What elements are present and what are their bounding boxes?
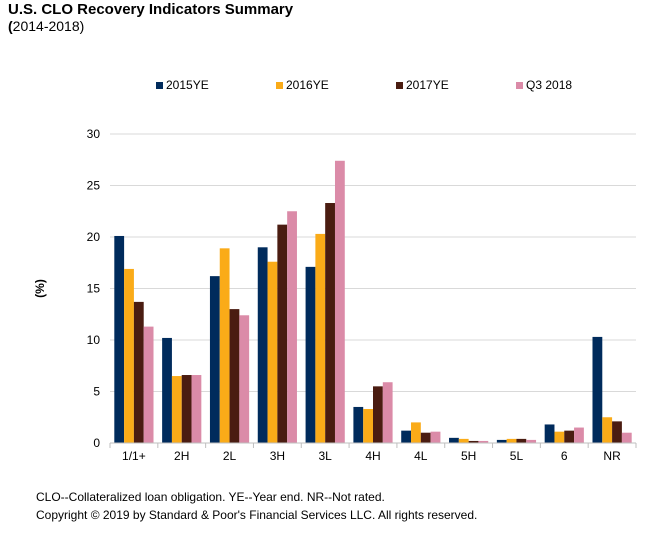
y-tick-label: 0: [93, 436, 100, 450]
subtitle-years: 2014-2018): [12, 18, 85, 34]
bar: [143, 326, 154, 443]
legend-label: 2017YE: [406, 78, 449, 92]
bar: [209, 276, 220, 443]
x-tick-label: 5H: [461, 449, 476, 463]
x-tick-label: 1/1+: [122, 449, 146, 463]
x-tick-label: 2L: [223, 449, 237, 463]
y-tick-label: 30: [87, 127, 101, 141]
bar: [506, 438, 517, 443]
bar: [133, 301, 144, 443]
bar: [574, 427, 584, 443]
legend-item: 2015YE: [156, 78, 276, 92]
bar: [544, 424, 555, 443]
x-tick-label: 3H: [270, 449, 285, 463]
bar: [526, 439, 537, 443]
bar: [478, 440, 489, 443]
x-tick-label: 5L: [510, 449, 524, 463]
y-tick-label: 20: [87, 230, 101, 244]
bar: [612, 421, 622, 443]
bar: [602, 417, 613, 443]
x-tick-label: 3L: [319, 449, 333, 463]
chart-title: U.S. CLO Recovery Indicators Summary: [8, 1, 294, 18]
bar: [430, 431, 441, 443]
bar: [191, 375, 202, 443]
bar: [554, 431, 565, 443]
bar: [162, 337, 172, 443]
bar: [621, 432, 632, 443]
bar: [315, 233, 326, 443]
bar: [468, 440, 479, 443]
bar: [496, 439, 507, 443]
legend-swatch: [276, 81, 283, 89]
legend-label: Q3 2018: [526, 78, 573, 92]
bar: [353, 406, 364, 443]
y-tick-label: 25: [87, 179, 101, 193]
x-tick-label: 6: [561, 449, 568, 463]
subtitle-open-paren: (: [8, 18, 13, 34]
y-tick-label: 5: [93, 385, 100, 399]
legend-item: 2016YE: [276, 78, 396, 92]
x-tick-label: 4L: [414, 449, 428, 463]
bar: [516, 438, 527, 443]
x-tick-label: 4H: [365, 449, 380, 463]
bar: [124, 268, 134, 443]
bar: [420, 432, 431, 443]
y-tick-label: 15: [87, 282, 101, 296]
chart-legend: 2015YE 2016YE 2017YE Q3 2018: [156, 78, 636, 92]
bar: [171, 376, 182, 443]
bar: [257, 247, 268, 443]
legend-item: Q3 2018: [516, 78, 636, 92]
bar: [401, 430, 412, 443]
x-tick-label: NR: [603, 449, 621, 463]
bar: [458, 438, 469, 443]
bar: [564, 430, 575, 443]
bar: [449, 437, 459, 443]
bar: [373, 386, 383, 443]
bar: [305, 266, 316, 443]
bar: [363, 409, 373, 443]
bar: [219, 248, 230, 443]
bar: [239, 315, 250, 443]
footnote-copyright: Copyright © 2019 by Standard & Poor's Fi…: [36, 508, 478, 522]
bar: [334, 160, 345, 443]
footnote-definitions: CLO--Collateralized loan obligation. YE-…: [36, 490, 385, 504]
bar: [181, 375, 192, 443]
bar: [325, 203, 335, 443]
bar: [114, 235, 125, 443]
chart-subtitle: (2014-2018): [8, 18, 84, 34]
bar: [411, 422, 421, 443]
bar: [287, 211, 297, 443]
bar: [267, 261, 278, 443]
x-tick-label: 2H: [174, 449, 189, 463]
bar: [592, 336, 603, 443]
bar: [229, 309, 240, 443]
legend-swatch: [516, 81, 523, 89]
bar: [277, 224, 288, 443]
legend-swatch: [396, 81, 403, 89]
legend-item: 2017YE: [396, 78, 516, 92]
y-axis-label: (%): [33, 279, 47, 298]
legend-swatch: [156, 81, 163, 89]
legend-label: 2016YE: [286, 78, 329, 92]
y-tick-label: 10: [87, 333, 101, 347]
legend-label: 2015YE: [166, 78, 209, 92]
bar: [382, 382, 393, 443]
